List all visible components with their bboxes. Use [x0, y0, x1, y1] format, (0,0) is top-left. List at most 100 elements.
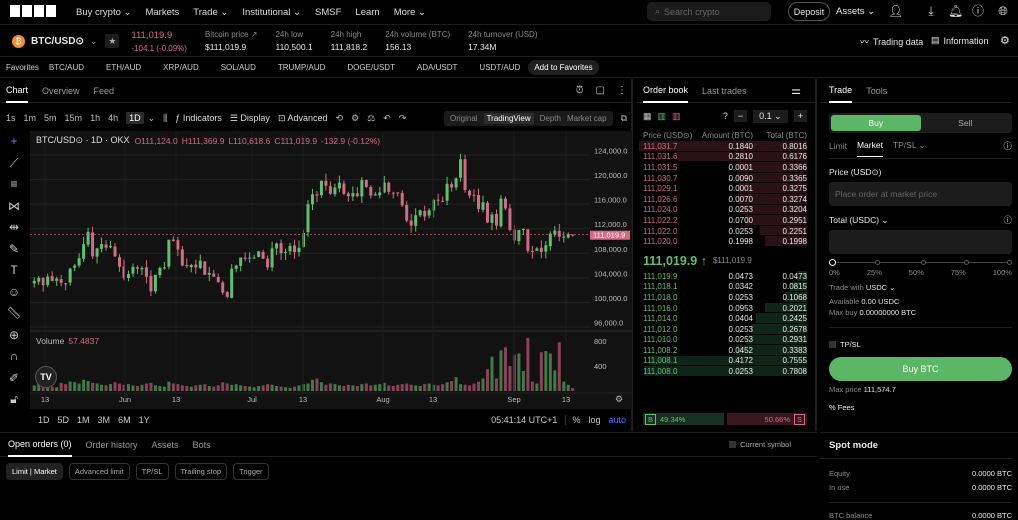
- ask-row[interactable]: 111,029.1 0.0001 0.3275: [637, 183, 815, 194]
- buy-btc-button[interactable]: Buy BTC: [829, 357, 1012, 381]
- deposit-button[interactable]: Deposit: [788, 2, 830, 21]
- trade-with-select[interactable]: USDC ⌄: [865, 283, 896, 292]
- tab-feed[interactable]: Feed: [93, 85, 115, 96]
- candlestick-chart[interactable]: 124,000.0 120,000.0 116,000.0 112,000.0 108,…: [30, 131, 632, 409]
- templates-icon[interactable]: ⚖: [367, 112, 376, 123]
- total-input[interactable]: [829, 230, 1012, 254]
- order-type-market[interactable]: Market: [856, 134, 883, 157]
- bid-row[interactable]: 111,012.0 0.0253 0.2678: [637, 323, 815, 335]
- decrease-step-button[interactable]: −: [733, 110, 748, 122]
- amount-slider[interactable]: [829, 258, 1012, 268]
- increase-step-button[interactable]: +: [793, 110, 807, 122]
- nav-institutional[interactable]: Institutional ⌄: [242, 6, 302, 18]
- book-asks-icon[interactable]: ▥: [672, 110, 681, 121]
- slider-mark[interactable]: 75%: [950, 268, 966, 277]
- chevron-down-icon[interactable]: ⌄: [147, 112, 156, 123]
- magnet-icon[interactable]: ∩: [9, 349, 19, 363]
- star-icon[interactable]: ★: [105, 34, 120, 48]
- emoji-icon[interactable]: ☺: [7, 284, 21, 299]
- chevron-down-icon[interactable]: ⌄: [89, 35, 98, 46]
- tab-order-history[interactable]: Order history: [85, 439, 138, 450]
- bid-row[interactable]: 111,008.2 0.0452 0.3383: [637, 345, 815, 356]
- ask-row[interactable]: 111,030.7 0.0090 0.3365: [637, 172, 815, 184]
- view-tradingview[interactable]: TradingView: [483, 112, 534, 124]
- tab-chart[interactable]: Chart: [6, 79, 29, 103]
- nav-learn[interactable]: Learn: [355, 6, 380, 18]
- brush-icon[interactable]: ✎: [8, 241, 20, 256]
- sell-tab-button[interactable]: Sell: [958, 118, 973, 128]
- ruler-icon[interactable]: 📏︎: [6, 306, 22, 320]
- okx-logo[interactable]: [10, 5, 58, 19]
- ask-row[interactable]: 111,020.0 0.1998 0.1998: [637, 236, 815, 247]
- favorite-item[interactable]: ADA/USDT: [416, 63, 458, 72]
- pattern-icon[interactable]: ⋈: [8, 198, 20, 213]
- favorite-item[interactable]: USDT/AUD: [479, 63, 521, 72]
- bid-row[interactable]: 111,014.0 0.0404 0.2425: [637, 313, 815, 324]
- slider-mark[interactable]: 25%: [866, 268, 882, 277]
- more-vertical-icon[interactable]: ⋮: [617, 85, 627, 96]
- tab-order-book[interactable]: Order book: [643, 79, 689, 103]
- tab-last-trades[interactable]: Last trades: [702, 85, 747, 96]
- price-input[interactable]: Place order at market price: [829, 182, 1012, 206]
- screenshot-icon[interactable]: ⧉: [620, 112, 627, 123]
- crosshair-icon[interactable]: +: [10, 134, 18, 148]
- favorite-item[interactable]: TRUMP/AUD: [277, 63, 326, 72]
- bid-row[interactable]: 111,016.0 0.0953 0.2021: [637, 302, 815, 314]
- interval-15m[interactable]: 15m: [64, 113, 83, 123]
- tab-tools[interactable]: Tools: [866, 85, 888, 96]
- current-symbol-checkbox[interactable]: [729, 441, 737, 448]
- interval-5m[interactable]: 5m: [44, 113, 57, 123]
- tpsl-checkbox[interactable]: [829, 341, 836, 348]
- redo-icon[interactable]: ↷: [398, 112, 407, 123]
- ask-row[interactable]: 111,031.5 0.0001 0.3366: [637, 162, 815, 173]
- help-icon[interactable]: ?: [722, 111, 728, 121]
- user-icon[interactable]: 👤︎: [888, 4, 904, 18]
- bell-icon[interactable]: 🔔︎: [948, 4, 964, 18]
- replay-icon[interactable]: ⟲: [335, 112, 344, 123]
- range-1d[interactable]: 1D: [38, 414, 50, 425]
- horizontal-lines-icon[interactable]: ≡: [10, 177, 18, 191]
- favorite-item[interactable]: SOL/AUD: [220, 63, 256, 72]
- favorite-item[interactable]: XRP/AUD: [163, 63, 199, 72]
- interval-1m[interactable]: 1m: [23, 113, 37, 123]
- range-5d[interactable]: 5D: [57, 414, 70, 425]
- chip-advanced-limit[interactable]: Advanced limit: [68, 463, 130, 480]
- tab-trade[interactable]: Trade: [829, 79, 853, 103]
- bid-row[interactable]: 111,018.0 0.0253 0.1068: [637, 292, 815, 303]
- tab-assets[interactable]: Assets: [151, 439, 179, 450]
- tpsl-label[interactable]: TP/SL: [840, 340, 861, 349]
- interval-1d[interactable]: 1D: [126, 112, 144, 124]
- range-1m[interactable]: 1M: [77, 414, 90, 425]
- nav-trade[interactable]: Trade ⌄: [193, 6, 229, 18]
- nav-buy-crypto[interactable]: Buy crypto ⌄: [76, 6, 132, 18]
- pair-selector[interactable]: BTC/USD⊙: [31, 35, 84, 47]
- zoom-in-icon[interactable]: ⊕: [8, 327, 20, 342]
- ask-row[interactable]: 111,024.0 0.0253 0.3204: [637, 204, 815, 216]
- favorite-item[interactable]: DOGE/USDT: [347, 63, 395, 72]
- settings-gear-icon[interactable]: ⚙: [1000, 35, 1010, 47]
- order-type-limit[interactable]: Limit: [829, 140, 847, 151]
- lock-drawing-icon[interactable]: ✐: [8, 370, 20, 385]
- auto-toggle[interactable]: auto: [608, 414, 626, 425]
- candle-type-icon[interactable]: ⫼: [163, 112, 168, 123]
- fees-link[interactable]: % Fees: [829, 403, 1012, 412]
- display-button[interactable]: ☰ Display: [229, 112, 270, 123]
- view-depth[interactable]: Depth: [539, 113, 561, 123]
- clock[interactable]: 05:41:14 UTC+1: [491, 414, 567, 425]
- slider-handle[interactable]: [829, 259, 836, 266]
- assets-menu[interactable]: Assets ⌄: [836, 6, 876, 17]
- indicators-button[interactable]: ƒ Indicators: [175, 113, 222, 123]
- range-6m[interactable]: 6M: [118, 414, 131, 425]
- bid-row[interactable]: 111,019.9 0.0473 0.0473: [637, 270, 815, 282]
- favorite-item[interactable]: BTC/AUD: [48, 63, 85, 72]
- trendline-icon[interactable]: ⟋: [9, 155, 19, 170]
- bid-row[interactable]: 111,008.0 0.0253 0.7808: [637, 366, 815, 377]
- add-to-favorites-button[interactable]: Add to Favorites: [528, 60, 599, 75]
- range-1y[interactable]: 1Y: [138, 414, 150, 425]
- settings-icon[interactable]: ⚙: [351, 112, 360, 123]
- book-bids-icon[interactable]: ▥: [657, 110, 667, 121]
- view-original[interactable]: Original: [450, 113, 478, 123]
- chip-trigger[interactable]: Trigger: [233, 463, 269, 480]
- interval-1s[interactable]: 1s: [6, 113, 16, 123]
- slider-mark[interactable]: 50%: [908, 268, 924, 277]
